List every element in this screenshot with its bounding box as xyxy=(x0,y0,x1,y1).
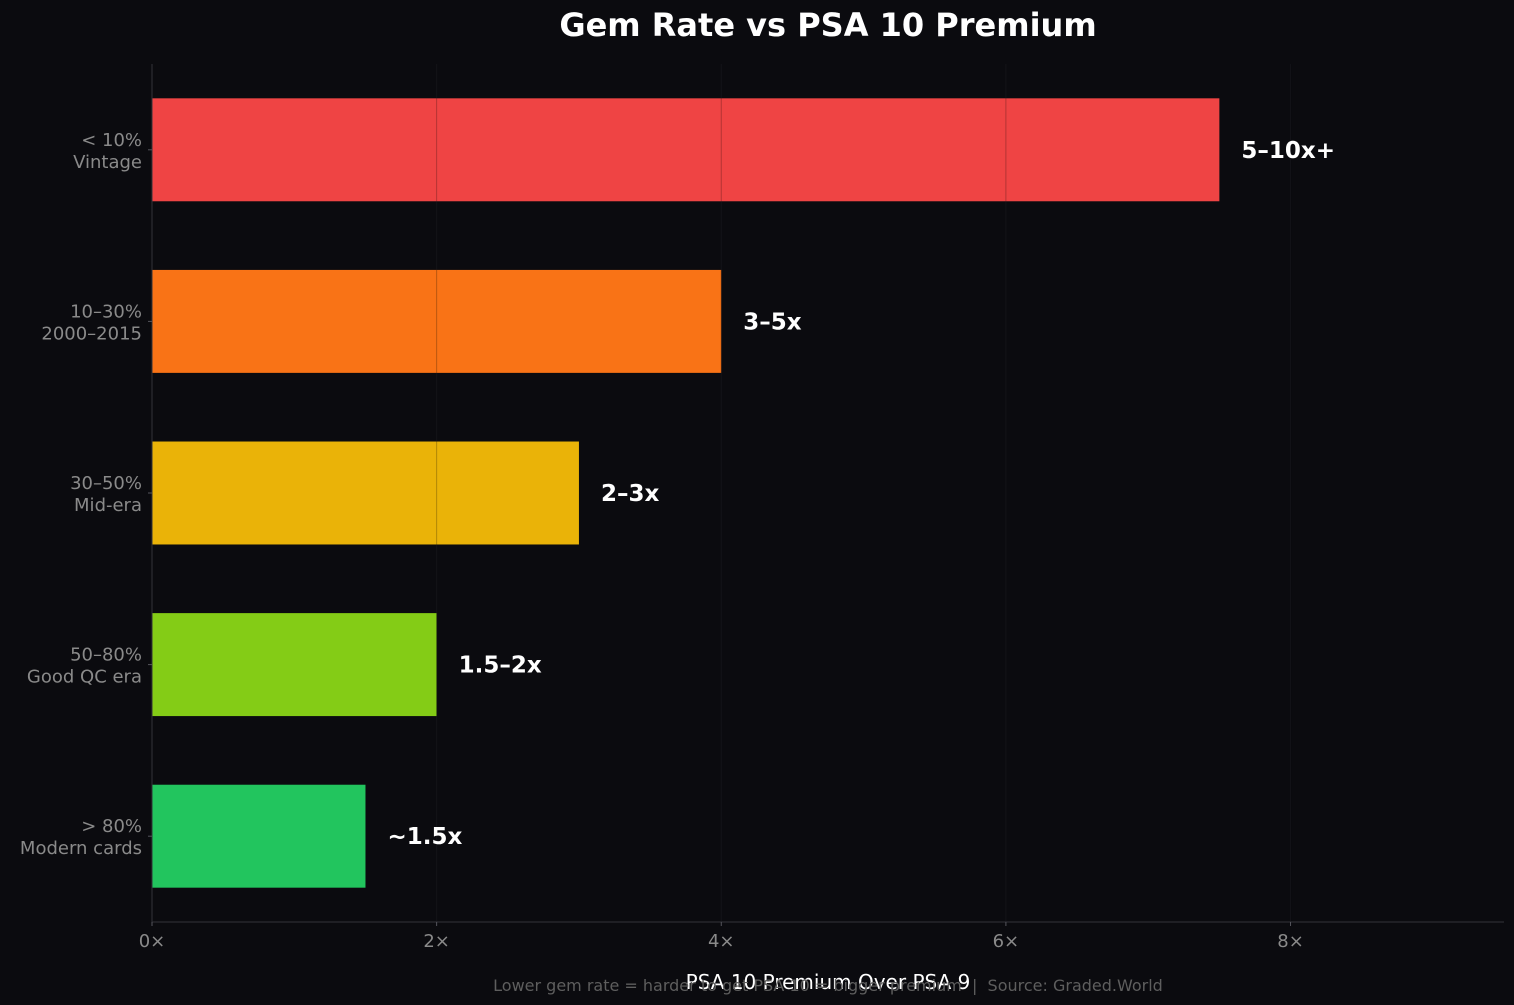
bar-value-label-3: 1.5–2x xyxy=(459,653,542,679)
bar-1 xyxy=(152,269,722,373)
bar-value-label-0: 5–10x+ xyxy=(1241,138,1335,164)
y-tick-label-line-0-1: Vintage xyxy=(73,152,142,173)
bar-value-label-1: 3–5x xyxy=(743,309,802,335)
y-tick-label-line-1-0: 10–30% xyxy=(70,301,142,322)
x-tick-label-2: 4× xyxy=(708,931,735,952)
gridlines xyxy=(436,64,1292,922)
y-tick-label-0: < 10% Vintage xyxy=(73,130,142,173)
gridline-overlay xyxy=(436,64,1292,922)
x-tick-label-1: 2× xyxy=(423,931,450,952)
bar-value-label-4: ~1.5x xyxy=(387,824,462,850)
x-axis-title: PSA 10 Premium Over PSA 9 xyxy=(686,970,971,994)
bar-value-label-2: 2–3x xyxy=(601,481,660,507)
y-tick-label-line-4-1: Modern cards xyxy=(20,838,142,859)
bar-4 xyxy=(152,784,366,888)
x-tick-label-3: 6× xyxy=(993,931,1020,952)
footnote: Lower gem rate = harder to get PSA 10 = … xyxy=(493,976,1163,995)
y-tick-label-line-1-1: 2000–2015 xyxy=(41,323,142,344)
x-tick-label-4: 8× xyxy=(1277,931,1304,952)
chart-title: Gem Rate vs PSA 10 Premium xyxy=(559,6,1096,44)
axes xyxy=(148,64,1504,926)
bar-3 xyxy=(152,613,437,717)
y-tick-label-line-3-1: Good QC era xyxy=(27,667,142,688)
y-tick-label-4: > 80% Modern cards xyxy=(20,816,142,859)
y-tick-label-line-0-0: < 10% xyxy=(81,130,142,151)
bars xyxy=(152,98,1220,888)
y-tick-label-3: 50–80% Good QC era xyxy=(27,645,142,688)
y-tick-label-line-3-0: 50–80% xyxy=(70,645,142,666)
bar-0 xyxy=(152,98,1220,202)
y-tick-label-2: 30–50% Mid-era xyxy=(70,473,142,516)
bar-2 xyxy=(152,441,579,545)
x-tick-label-0: 0× xyxy=(139,931,166,952)
y-tick-label-1: 10–30% 2000–2015 xyxy=(41,301,142,344)
y-tick-label-line-4-0: > 80% xyxy=(81,816,142,837)
y-tick-label-line-2-0: 30–50% xyxy=(70,473,142,494)
y-tick-label-line-2-1: Mid-era xyxy=(74,495,142,516)
labels: 5–10x+ 3–5x 2–3x 1.5–2x ~1.5x 0× 2× 4× 6× 8× < 10%… xyxy=(20,130,1335,952)
